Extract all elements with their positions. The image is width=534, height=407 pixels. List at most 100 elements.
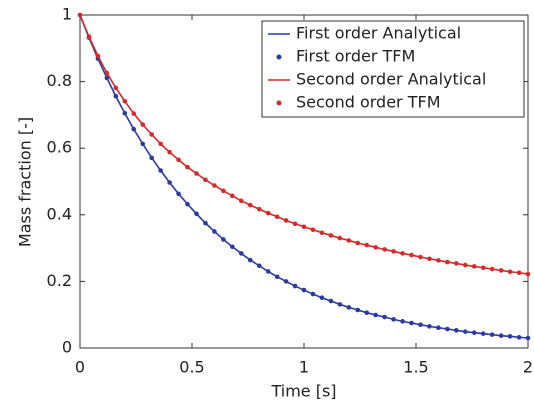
marker (194, 171, 199, 176)
marker (247, 202, 253, 208)
marker (364, 242, 370, 248)
marker (221, 237, 226, 242)
legend-swatch (276, 100, 282, 106)
marker (140, 122, 146, 127)
marker (158, 168, 163, 173)
marker (256, 206, 262, 212)
marker (480, 331, 486, 336)
marker (409, 320, 414, 326)
marker (489, 332, 495, 337)
marker (462, 329, 468, 334)
marker (274, 214, 280, 220)
marker (454, 328, 459, 333)
marker (346, 305, 352, 310)
marker (471, 330, 477, 335)
marker (454, 261, 459, 266)
marker (337, 302, 343, 307)
marker (328, 233, 334, 238)
marker (418, 322, 423, 327)
marker (265, 269, 271, 274)
marker (525, 271, 531, 277)
x-tick-label: 0.5 (179, 358, 204, 377)
marker (507, 269, 513, 275)
marker (328, 298, 334, 304)
marker (516, 335, 522, 340)
legend-label: First order Analytical (296, 24, 461, 43)
legend-label: First order TFM (296, 47, 415, 66)
marker (319, 295, 325, 301)
marker (427, 324, 432, 329)
marker (462, 262, 468, 268)
marker (230, 244, 235, 250)
marker (149, 155, 154, 161)
marker (382, 247, 387, 252)
marker (364, 310, 370, 316)
marker (265, 210, 271, 216)
marker (346, 238, 352, 243)
marker (436, 325, 441, 330)
legend-label: Second order TFM (296, 93, 441, 112)
y-tick-label: 0 (62, 338, 72, 357)
marker (113, 93, 119, 99)
marker (373, 245, 378, 250)
marker (283, 279, 289, 284)
marker (247, 257, 253, 263)
marker (418, 254, 423, 260)
marker (310, 291, 316, 297)
y-tick-label: 1 (62, 5, 72, 24)
marker (373, 312, 378, 318)
marker (292, 283, 298, 289)
marker (507, 334, 513, 339)
y-tick-label: 0.8 (47, 71, 72, 90)
marker (185, 201, 190, 207)
y-tick-label: 0.4 (47, 204, 72, 223)
marker (355, 307, 361, 313)
marker (445, 259, 450, 265)
marker (122, 110, 128, 116)
marker (176, 191, 181, 197)
marker (185, 164, 190, 170)
marker (301, 224, 307, 230)
marker (409, 252, 414, 258)
marker (391, 317, 396, 322)
x-tick-label: 2 (523, 358, 533, 377)
legend-box (261, 20, 525, 118)
marker (131, 111, 137, 116)
marker (131, 126, 137, 132)
marker (212, 183, 217, 188)
marker (113, 85, 119, 91)
marker (122, 98, 128, 104)
marker (274, 274, 280, 280)
y-axis-label: Mass fraction [-] (16, 117, 35, 247)
x-tick-label: 0 (75, 358, 85, 377)
marker (212, 229, 217, 234)
marker (480, 265, 486, 271)
x-tick-label: 1 (299, 358, 309, 377)
marker (158, 141, 163, 147)
marker (104, 70, 110, 76)
marker (445, 326, 450, 332)
marker (283, 218, 289, 223)
marker (498, 268, 504, 273)
x-axis-label: Time [s] (270, 382, 336, 401)
marker (167, 149, 172, 155)
marker (471, 264, 477, 269)
y-tick-label: 0.2 (47, 271, 72, 290)
marker (400, 251, 405, 256)
marker (310, 227, 316, 233)
marker (400, 319, 405, 324)
marker (95, 53, 101, 59)
marker (382, 314, 387, 320)
marker (149, 132, 154, 137)
marker (337, 235, 343, 241)
marker (355, 240, 361, 246)
marker (176, 157, 181, 163)
marker (301, 287, 307, 293)
marker (140, 141, 146, 147)
marker (292, 221, 298, 227)
legend-swatch (276, 54, 282, 60)
x-tick-label: 1.5 (403, 358, 428, 377)
marker (498, 333, 504, 338)
